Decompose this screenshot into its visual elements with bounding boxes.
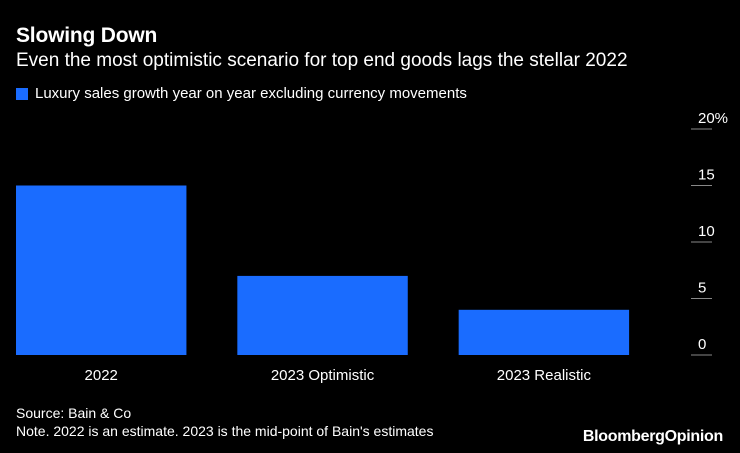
brand-suffix: Opinion: [664, 428, 724, 445]
y-tick-label: 15: [698, 167, 715, 184]
brand-logo: BloombergOpinion: [583, 428, 723, 446]
y-tick-label: 0: [698, 336, 706, 353]
legend-label: Luxury sales growth year on year excludi…: [35, 85, 467, 102]
legend-swatch: [16, 87, 28, 100]
y-tick-label: 20%: [698, 110, 728, 127]
source-note: Source: Bain & Co: [16, 405, 132, 421]
legend: Luxury sales growth year on year excludi…: [16, 85, 467, 102]
y-tick-label: 10: [698, 223, 715, 240]
bar-2023-realistic: [458, 309, 630, 355]
bar-2023-optimistic: [237, 275, 408, 355]
x-tick-label: 2023 Optimistic: [271, 367, 375, 384]
chart-title: Slowing Down: [16, 24, 158, 47]
footnote: Note. 2022 is an estimate. 2023 is the m…: [16, 423, 434, 439]
x-tick-label: 2023 Realistic: [497, 367, 592, 384]
bar-2022: [16, 185, 187, 355]
x-tick-label: 2022: [85, 367, 118, 384]
brand-name: Bloomberg: [582, 428, 665, 445]
chart-subtitle: Even the most optimistic scenario for to…: [16, 50, 628, 71]
y-tick-label: 5: [698, 280, 706, 297]
